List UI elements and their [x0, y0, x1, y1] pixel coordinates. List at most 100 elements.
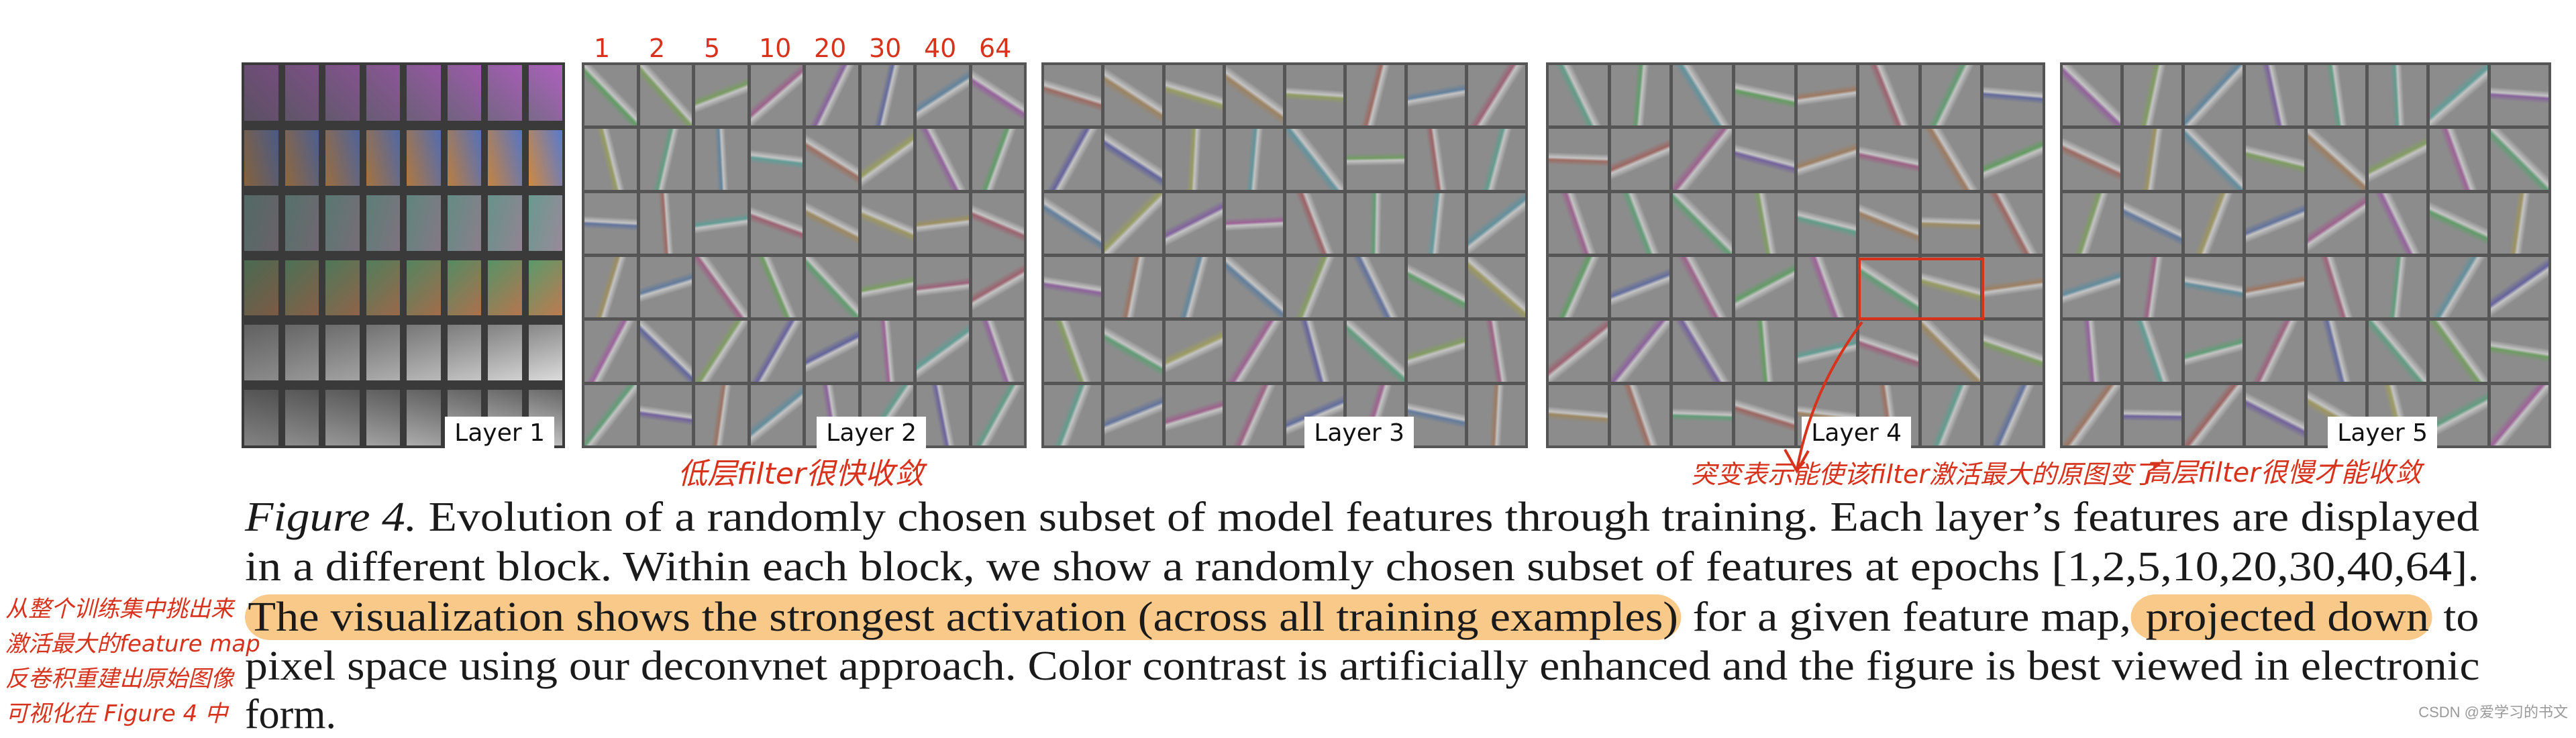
feature-tile: [917, 193, 969, 254]
feature-tile: [244, 65, 278, 121]
caption-line: pixel space using our deconvnet approach…: [245, 643, 2479, 690]
feature-tile: [1286, 65, 1344, 126]
feature-tile: [488, 129, 522, 186]
feature-tile: [2307, 129, 2365, 190]
layer-label: Layer 4: [1802, 417, 1911, 448]
feature-tile: [750, 257, 803, 318]
feature-tile: [861, 65, 913, 126]
feature-tile: [1549, 384, 1608, 445]
feature-tile: [1165, 65, 1223, 126]
feature-tile: [2185, 129, 2243, 190]
feature-tile: [584, 129, 637, 190]
feature-tile: [584, 321, 637, 382]
feature-tile: [528, 195, 562, 251]
feature-tile: [2124, 257, 2182, 318]
feature-tile: [806, 193, 858, 254]
layer-panel: Layer 4: [1546, 62, 2045, 448]
feature-tile: [2063, 384, 2121, 445]
layer-label: Layer 2: [817, 417, 926, 448]
epoch-label: 30: [869, 34, 902, 63]
epoch-label: 40: [924, 34, 957, 63]
feature-tile: [2246, 384, 2304, 445]
feature-tile: [695, 193, 748, 254]
feature-tile: [1347, 257, 1404, 318]
feature-tile: [750, 129, 803, 190]
feature-tile: [366, 260, 400, 316]
feature-tile: [2185, 257, 2243, 318]
feature-tile: [1735, 257, 1794, 318]
feature-tile: [639, 65, 692, 126]
feature-tile: [1610, 65, 1670, 126]
feature-tile: [2368, 193, 2426, 254]
highlighted-text: projected down: [2130, 594, 2432, 640]
feature-tile: [1225, 193, 1283, 254]
feature-tile: [584, 65, 637, 126]
feature-tile: [244, 260, 278, 316]
feature-tile: [407, 129, 441, 186]
feature-tile: [488, 195, 522, 251]
feature-tile: [2490, 384, 2548, 445]
feature-tile: [1921, 321, 1981, 382]
caption-line: form.: [245, 691, 336, 738]
feature-tile: [2429, 321, 2487, 382]
layer4-highlight-box: [1858, 258, 1984, 320]
feature-tile: [2490, 129, 2548, 190]
feature-tile: [1549, 321, 1608, 382]
feature-tile: [2307, 321, 2365, 382]
feature-tile: [2185, 193, 2243, 254]
feature-tile: [2307, 193, 2365, 254]
feature-tile: [244, 195, 278, 251]
feature-tile: [1921, 65, 1981, 126]
feature-tile: [750, 321, 803, 382]
feature-tile: [972, 129, 1024, 190]
feature-tile: [2368, 321, 2426, 382]
caption-text: in a different block. Within each block,…: [245, 544, 2479, 590]
feature-tile: [1407, 193, 1465, 254]
feature-tile: [750, 65, 803, 126]
feature-tile: [488, 65, 522, 121]
feature-tile: [1104, 257, 1162, 318]
feature-tile: [1407, 384, 1465, 445]
feature-tile: [2368, 257, 2426, 318]
feature-tile: [407, 195, 441, 251]
feature-tile: [972, 384, 1024, 445]
feature-tile: [2246, 65, 2304, 126]
feature-tile: [1286, 129, 1344, 190]
feature-tile: [366, 65, 400, 121]
feature-tile: [1735, 321, 1794, 382]
feature-tile: [447, 65, 481, 121]
feature-tile: [1044, 65, 1102, 126]
feature-tile: [1921, 384, 1981, 445]
feature-tile: [1735, 193, 1794, 254]
feature-tile: [2429, 65, 2487, 126]
feature-tile: [244, 129, 278, 186]
feature-tile: [528, 260, 562, 316]
epoch-label: 10: [759, 34, 792, 63]
feature-tile: [806, 321, 858, 382]
layer-panel: Layer 3: [1041, 62, 1528, 448]
feature-tile: [1044, 257, 1102, 318]
feature-tile: [1610, 193, 1670, 254]
feature-tile: [584, 384, 637, 445]
watermark: CSDN @爱学习的书文: [2418, 704, 2568, 721]
feature-tile: [1467, 257, 1525, 318]
feature-tile: [1673, 321, 1732, 382]
layer-panel: Layer 1: [242, 62, 565, 448]
feature-tile: [285, 129, 319, 186]
feature-tile: [1165, 257, 1223, 318]
feature-tile: [2063, 257, 2121, 318]
feature-tile: [1859, 65, 1918, 126]
feature-tile: [1286, 257, 1344, 318]
feature-tile: [917, 129, 969, 190]
feature-tile: [861, 321, 913, 382]
feature-tile: [2124, 193, 2182, 254]
feature-tile: [366, 129, 400, 186]
layer-panel: Layer 5: [2060, 62, 2551, 448]
feature-tile: [1673, 257, 1732, 318]
feature-tile: [1797, 321, 1857, 382]
feature-tile: [695, 321, 748, 382]
feature-tile: [806, 257, 858, 318]
feature-tile: [325, 260, 360, 316]
feature-tile: [917, 65, 969, 126]
feature-tile: [366, 325, 400, 381]
